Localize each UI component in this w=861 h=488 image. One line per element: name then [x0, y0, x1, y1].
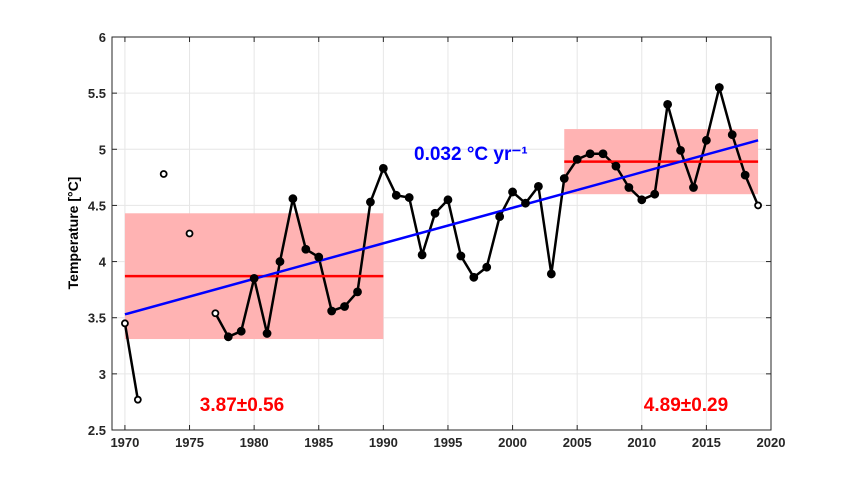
x-tick-label: 2020 [757, 435, 786, 450]
data-point [456, 251, 466, 261]
data-point [340, 302, 349, 311]
data-point [482, 262, 492, 272]
data-point [740, 170, 750, 180]
data-point [327, 306, 337, 316]
data-point [676, 146, 685, 155]
data-point [546, 269, 556, 279]
data-point [378, 163, 388, 173]
data-point [598, 149, 608, 159]
data-point [185, 229, 194, 238]
data-point [391, 190, 401, 200]
data-line [123, 323, 140, 400]
plot-frame [111, 36, 772, 431]
data-point [495, 212, 505, 222]
data-point [714, 83, 724, 92]
y-tick-label: 4.5 [88, 198, 106, 213]
data-point [650, 189, 660, 199]
data-point [366, 197, 375, 207]
y-tick-label: 3.5 [88, 311, 106, 326]
trend-label: 0.032 °C yr⁻¹ [414, 144, 528, 165]
data-point [211, 309, 220, 318]
data-point [236, 326, 246, 336]
data-point [689, 183, 698, 192]
x-tick-label: 2000 [498, 435, 527, 450]
data-point [223, 332, 233, 342]
data-point [443, 195, 453, 205]
data-point [249, 274, 259, 283]
data-point [572, 154, 582, 164]
data-point [314, 252, 324, 262]
data-point [534, 181, 543, 191]
x-tick-label: 2005 [563, 435, 592, 450]
data-point [417, 250, 427, 260]
x-tick-label: 1995 [433, 435, 462, 450]
axes: 1970 1975 1980 1985 1990 1995 2000 2005 2010 2015… [88, 30, 786, 450]
y-tick-label: 4 [99, 255, 107, 270]
y-tick-label: 3 [99, 367, 106, 382]
data-point [637, 195, 647, 205]
period-label-2: 4.89±0.29 [644, 395, 728, 416]
data-point [469, 272, 479, 282]
data-point [404, 193, 414, 202]
y-tick-label: 6 [99, 30, 106, 45]
data-point [701, 135, 711, 145]
data-point [585, 149, 595, 159]
data-point [353, 287, 362, 297]
data-point [430, 208, 440, 218]
data-point [508, 187, 517, 197]
data-point [727, 130, 737, 140]
data-point [559, 174, 569, 183]
data-point [288, 194, 298, 204]
trend-line [124, 139, 759, 316]
y-tick-label: 5 [99, 142, 106, 157]
x-tick-label: 1985 [304, 435, 333, 450]
data-point [275, 257, 285, 266]
data-point [133, 395, 142, 404]
data-point [301, 244, 311, 254]
data-point [262, 329, 272, 338]
data-series [121, 82, 762, 404]
y-tick-label: 2.5 [88, 423, 106, 438]
x-tick-label: 1975 [175, 435, 204, 450]
data-point [624, 183, 634, 192]
data-point [611, 161, 621, 171]
period-label-1: 3.87±0.56 [200, 395, 284, 416]
data-point [521, 198, 530, 208]
data-point [754, 201, 762, 210]
x-tick-label: 1980 [240, 435, 269, 450]
x-tick-label: 1990 [369, 435, 398, 450]
x-tick-label: 2015 [692, 435, 721, 450]
data-point [159, 170, 168, 178]
y-axis-label: Temperature [°C] [65, 177, 81, 290]
data-point [121, 319, 129, 328]
y-tick-label: 5.5 [88, 86, 106, 101]
x-tick-label: 2010 [627, 435, 656, 450]
data-point [663, 99, 673, 109]
x-tick-label: 1970 [110, 435, 139, 450]
